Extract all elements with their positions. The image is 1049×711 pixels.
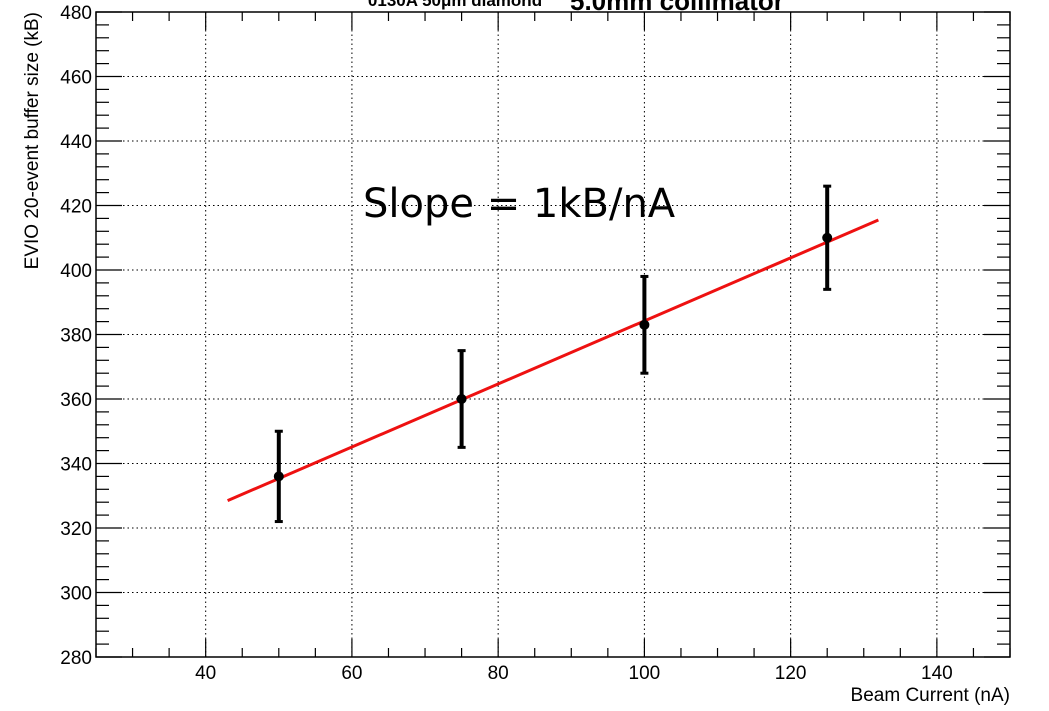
y-tick-label: 420 — [60, 197, 92, 218]
y-tick-label: 480 — [60, 3, 92, 24]
x-tick-label: 80 — [488, 663, 509, 684]
y-tick-label: 340 — [60, 455, 92, 476]
x-tick-label: 100 — [629, 663, 661, 684]
y-tick-label: 460 — [60, 68, 92, 89]
data-point — [273, 471, 284, 482]
y-tick-label: 360 — [60, 390, 92, 411]
y-tick-label: 400 — [60, 261, 92, 282]
y-tick-label: 440 — [60, 132, 92, 153]
x-axis-label: Beam Current (nA) — [851, 685, 1010, 706]
x-tick-label: 40 — [195, 663, 216, 684]
grid — [96, 12, 1010, 657]
x-tick-label: 120 — [775, 663, 807, 684]
y-tick-label: 320 — [60, 519, 92, 540]
axis-ticks — [95, 11, 1011, 658]
fit-line-group — [227, 218, 879, 502]
x-tick-label: 60 — [341, 663, 362, 684]
data-points — [273, 184, 833, 524]
tick-labels: 40 60 80 100 120 140 280 300 320 340 360 380 400 420 4… — [60, 3, 952, 684]
plot-frame — [95, 11, 1011, 658]
y-axis-label: EVIO 20-event buffer size (kB) — [22, 12, 43, 269]
data-point — [456, 394, 467, 404]
annotation-slope: Slope = 1kB/nA — [363, 181, 676, 227]
x-tick-label: 140 — [921, 663, 953, 684]
data-point — [639, 319, 650, 330]
data-point — [822, 232, 833, 243]
y-tick-label: 380 — [60, 326, 92, 347]
fit-line — [227, 218, 879, 502]
y-tick-label: 300 — [60, 584, 92, 605]
chart-title: 0130A 50μm diamond — [368, 0, 542, 10]
y-tick-label: 280 — [60, 648, 92, 669]
